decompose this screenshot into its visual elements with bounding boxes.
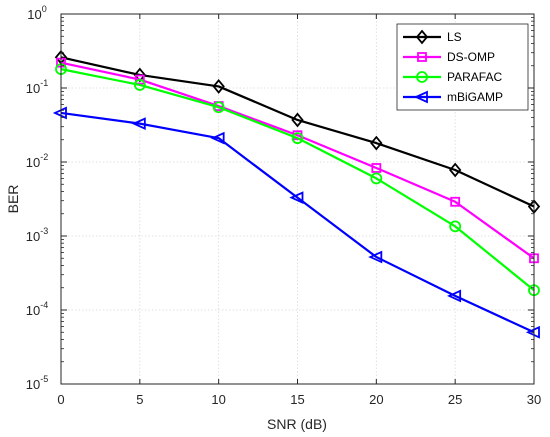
- y-tick-label: 10-5: [26, 374, 48, 392]
- y-tick-label: 10-3: [26, 226, 48, 244]
- legend-label: LS: [447, 30, 462, 44]
- series-line: [60, 111, 535, 334]
- y-axis-label: BER: [5, 185, 21, 214]
- x-tick-label: 5: [136, 392, 143, 407]
- data-point: [289, 191, 304, 205]
- x-tick-label: 20: [369, 392, 383, 407]
- legend-label: DS-OMP: [447, 50, 495, 64]
- y-tick-label: 10-1: [26, 78, 48, 96]
- y-tick-label: 10-4: [26, 300, 48, 318]
- data-point: [446, 289, 462, 303]
- legend-entry: DS-OMP: [403, 50, 495, 64]
- data-point: [133, 67, 147, 83]
- x-tick-label: 15: [290, 392, 304, 407]
- legend: LS DS-OMP PARAFAC mBiGAMP: [396, 23, 529, 111]
- legend-entry: LS: [403, 29, 462, 45]
- x-tick-label: 0: [57, 392, 64, 407]
- data-point: [210, 131, 225, 145]
- data-point: [370, 172, 383, 185]
- legend-marker: [413, 90, 428, 104]
- data-point: [449, 220, 462, 233]
- legend-label: mBiGAMP: [447, 90, 503, 104]
- legend-label: PARAFAC: [447, 70, 502, 84]
- x-tick-label: 30: [527, 392, 541, 407]
- legend-marker: [416, 71, 428, 83]
- x-axis-label: SNR (dB): [267, 416, 327, 432]
- x-tick-label: 10: [211, 392, 225, 407]
- series-parafac: [55, 63, 540, 297]
- y-tick-label: 10-2: [26, 152, 48, 170]
- data-point: [212, 101, 225, 114]
- data-point: [371, 163, 382, 173]
- data-point: [448, 162, 462, 178]
- legend-marker: [417, 52, 427, 62]
- data-point: [212, 79, 225, 94]
- data-point: [450, 196, 461, 207]
- y-tick-label: 100: [27, 4, 46, 22]
- grid-lines: [61, 14, 534, 384]
- x-tick-label: 25: [448, 392, 462, 407]
- legend-entry: mBiGAMP: [403, 90, 503, 104]
- legend-marker: [415, 29, 429, 45]
- data-point: [370, 135, 383, 151]
- data-point: [134, 74, 145, 85]
- data-point: [133, 79, 146, 91]
- series-line: [60, 68, 535, 292]
- data-point: [291, 132, 304, 145]
- legend-entry: PARAFAC: [403, 70, 502, 84]
- data-point: [368, 250, 383, 264]
- data-point: [131, 117, 146, 131]
- axis-ticks: 0 5 10 15 20 25 30 100 10-1 10-2 10-3 10-4 10-5: [26, 4, 541, 407]
- data-point: [291, 112, 304, 128]
